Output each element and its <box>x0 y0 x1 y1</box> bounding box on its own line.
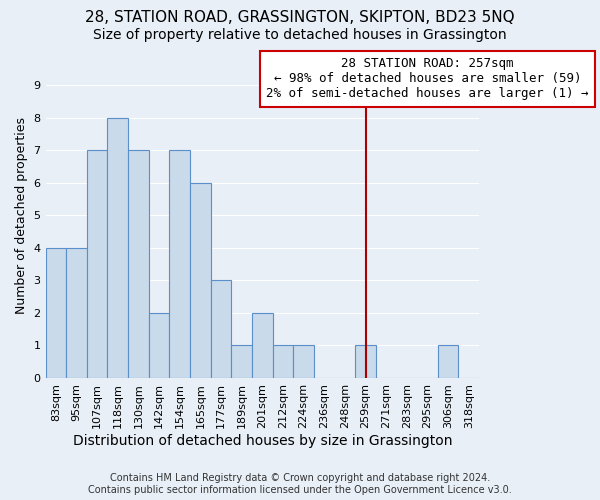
Y-axis label: Number of detached properties: Number of detached properties <box>15 116 28 314</box>
Bar <box>438 346 458 378</box>
Bar <box>293 346 314 378</box>
Bar <box>190 182 211 378</box>
Bar <box>128 150 149 378</box>
Text: Size of property relative to detached houses in Grassington: Size of property relative to detached ho… <box>93 28 507 42</box>
Text: 28, STATION ROAD, GRASSINGTON, SKIPTON, BD23 5NQ: 28, STATION ROAD, GRASSINGTON, SKIPTON, … <box>85 10 515 25</box>
X-axis label: Distribution of detached houses by size in Grassington: Distribution of detached houses by size … <box>73 434 452 448</box>
Bar <box>149 313 169 378</box>
Bar <box>66 248 87 378</box>
Bar <box>272 346 293 378</box>
Bar <box>355 346 376 378</box>
Bar <box>232 346 252 378</box>
Bar <box>169 150 190 378</box>
Text: 28 STATION ROAD: 257sqm
← 98% of detached houses are smaller (59)
2% of semi-det: 28 STATION ROAD: 257sqm ← 98% of detache… <box>266 58 589 100</box>
Bar <box>107 118 128 378</box>
Bar <box>211 280 232 378</box>
Bar <box>87 150 107 378</box>
Bar <box>46 248 66 378</box>
Bar <box>252 313 272 378</box>
Text: Contains HM Land Registry data © Crown copyright and database right 2024.
Contai: Contains HM Land Registry data © Crown c… <box>88 474 512 495</box>
